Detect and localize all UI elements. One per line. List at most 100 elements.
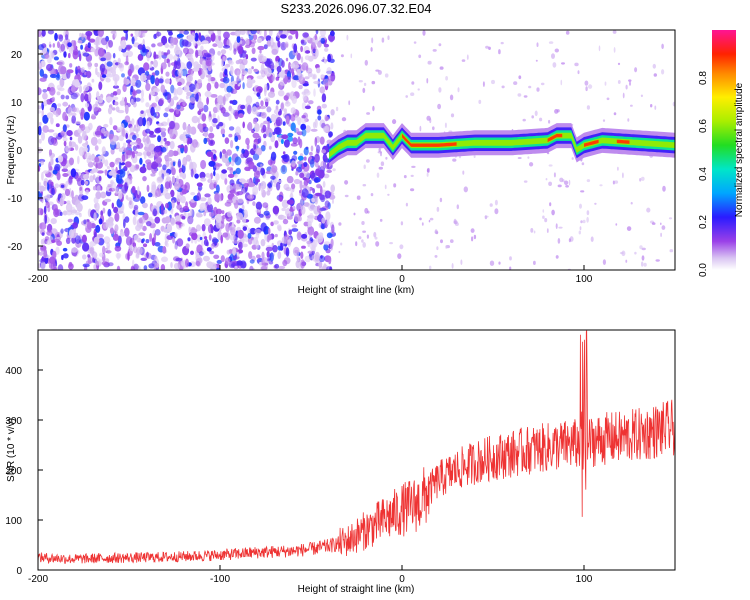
spectrogram-cell xyxy=(310,145,314,152)
spectrogram-cell xyxy=(280,34,287,39)
spectrogram-cell xyxy=(167,61,171,68)
spectrogram-cell xyxy=(384,184,387,190)
spectrogram-cell xyxy=(164,107,171,112)
spectrogram-cell xyxy=(302,93,307,101)
spectrogram-cell xyxy=(203,104,209,113)
spectrogram-cell xyxy=(299,180,303,190)
spectrogram-cell xyxy=(176,194,182,203)
spectrogram-cell xyxy=(548,41,554,44)
spectrogram-cell xyxy=(102,207,106,214)
spectrogram-cell xyxy=(236,219,241,224)
spectrogram-cell xyxy=(100,57,107,62)
spectrogram-cell xyxy=(238,113,244,118)
spectrogram-cell xyxy=(121,154,126,163)
spectrogram-cell xyxy=(449,94,454,101)
spectrogram-cell xyxy=(286,199,294,205)
spectrogram-cell xyxy=(457,87,460,93)
spectrogram-cell xyxy=(319,86,326,94)
spectrogram-cell xyxy=(661,43,664,49)
spectrogram-cell xyxy=(166,152,173,157)
spectrogram-cell xyxy=(280,164,288,175)
spectrogram-cell xyxy=(303,147,309,156)
spectrogram-cell xyxy=(242,121,245,129)
spectrogram-cell xyxy=(135,208,138,218)
spectrogram-cell xyxy=(617,62,621,66)
spectrogram-cell xyxy=(208,132,215,139)
spectrogram-cell xyxy=(242,243,248,248)
spectrogram-signal-trace xyxy=(329,123,675,168)
spectrogram-cell xyxy=(641,176,645,181)
spectrogram-cell xyxy=(319,207,327,211)
spectrogram-cell xyxy=(594,202,597,205)
spectrogram-cell xyxy=(95,128,102,138)
spectrogram-cell xyxy=(326,67,332,76)
spectrogram-cell xyxy=(177,144,185,149)
spectrogram-cell xyxy=(50,117,54,125)
spectrogram-cell xyxy=(145,102,150,108)
spectrogram-cell xyxy=(267,233,272,241)
spectrogram-cell xyxy=(244,37,250,47)
spectrogram-cell xyxy=(429,265,432,270)
colorbar-gradient xyxy=(712,30,736,270)
spectrogram-cell xyxy=(375,241,380,247)
spectrogram-cell xyxy=(361,239,364,243)
spectrogram-cell xyxy=(320,30,326,37)
spectrogram-cell xyxy=(316,67,321,74)
spectrogram-cell xyxy=(184,134,191,139)
spectrogram-cell xyxy=(271,165,278,173)
spectrogram-cell xyxy=(282,259,288,267)
spectrogram-cell xyxy=(170,189,175,198)
spectrogram-cell xyxy=(47,30,54,35)
spectrogram-cell xyxy=(367,210,370,214)
spectrogram-cell xyxy=(548,119,551,124)
spectrogram-cell xyxy=(258,135,262,144)
spectrogram-cell xyxy=(565,185,569,188)
spectrogram-cell xyxy=(208,30,214,35)
spectrogram-cell xyxy=(49,166,53,171)
spectrogram-cell xyxy=(150,173,156,177)
spectrogram-cell xyxy=(62,247,68,252)
spectrogram-cell xyxy=(275,99,280,105)
colorbar-tick-label: 0.0 xyxy=(698,263,709,277)
spectrogram-cell xyxy=(160,62,167,70)
spectrogram-cell xyxy=(316,192,323,197)
spectrogram-cell xyxy=(222,133,225,138)
spectrogram-cell xyxy=(311,250,315,255)
spectrogram-cell xyxy=(281,139,284,144)
spectrogram-cell xyxy=(308,203,315,212)
x-tick-label: -100 xyxy=(210,574,230,585)
snr-frame xyxy=(37,329,676,571)
spectrogram-cell xyxy=(84,180,89,185)
spectrogram-cell xyxy=(222,77,230,84)
spectrogram-cell xyxy=(65,181,69,188)
spectrogram-cell xyxy=(403,175,407,179)
spectrogram-cell xyxy=(126,197,134,202)
spectrogram-cell xyxy=(60,228,64,234)
spectrogram-cell xyxy=(118,147,124,153)
spectrogram-cell xyxy=(38,125,42,136)
spectrogram-cell xyxy=(571,157,574,160)
spectrogram-cell xyxy=(208,234,212,241)
spectrogram-cell xyxy=(622,172,624,179)
spectrogram-cell xyxy=(602,119,606,122)
spectrogram-cell xyxy=(208,111,212,118)
spectrogram-cell xyxy=(135,64,140,71)
spectrogram-cell xyxy=(62,101,69,107)
spectrogram-cell xyxy=(281,69,286,79)
spectrogram-cell xyxy=(322,181,326,188)
spectrogram-cell xyxy=(95,67,98,76)
spectrogram-cell xyxy=(206,241,209,247)
spectrogram-cell xyxy=(551,209,555,216)
spectrogram-cell xyxy=(224,177,228,185)
spectrogram-cell xyxy=(162,164,167,171)
spectrogram-cell xyxy=(153,59,158,68)
spectrogram-cell xyxy=(176,87,183,96)
spectrogram-cell xyxy=(69,136,73,141)
spectrogram-cell xyxy=(132,101,137,108)
spectrogram-cell xyxy=(344,194,349,198)
spectrogram-cell xyxy=(384,73,389,78)
spectrogram-cell xyxy=(292,206,296,211)
spectrogram-cell xyxy=(197,101,204,110)
spectrogram-cell xyxy=(328,133,332,138)
spectrogram-cell xyxy=(218,34,222,41)
